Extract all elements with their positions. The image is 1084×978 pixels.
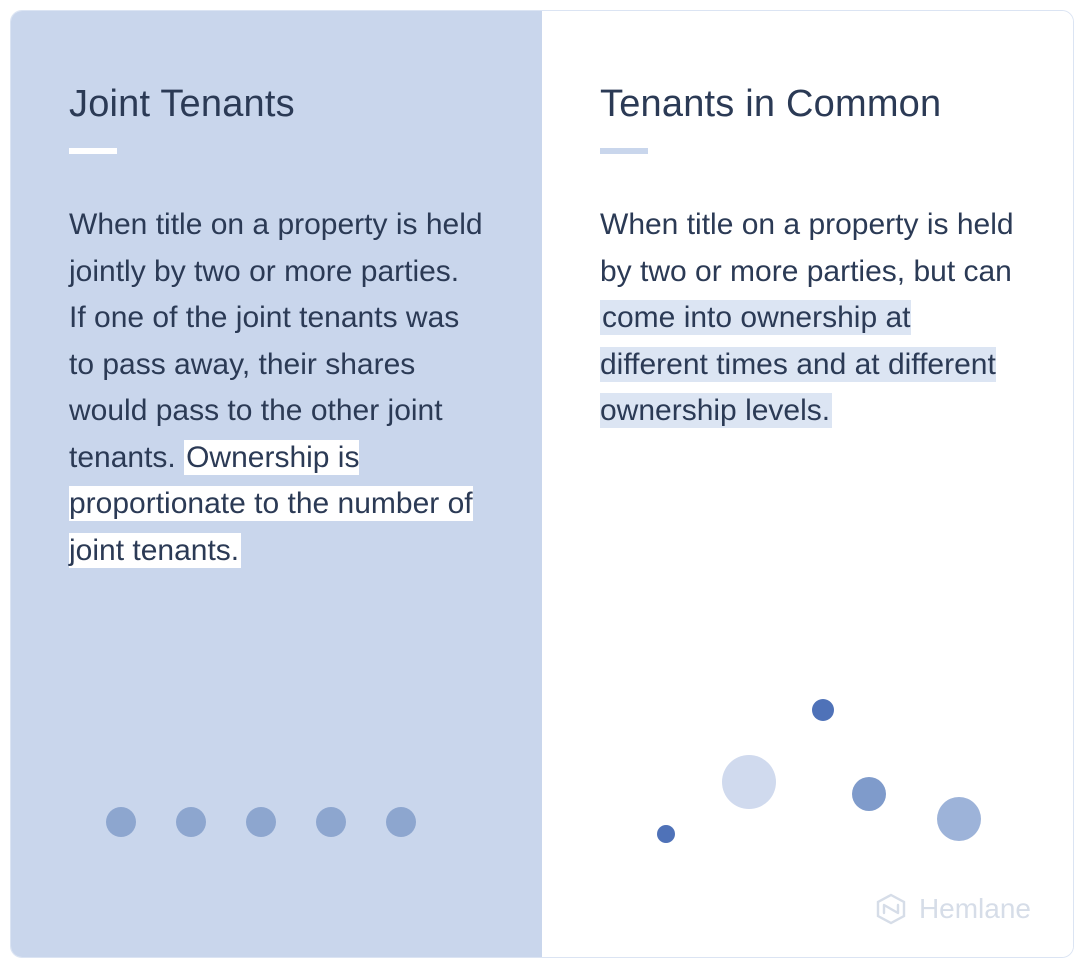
brand-logo-icon [875,893,907,925]
left-underline [69,148,117,154]
equal-dots-row [106,807,416,837]
scatter-dot [812,699,834,721]
brand-name: Hemlane [919,893,1031,925]
equal-dot [176,807,206,837]
brand: Hemlane [875,893,1031,925]
scatter-dot [937,797,981,841]
scatter-dots [542,657,1073,877]
equal-dot [386,807,416,837]
scatter-dot [657,825,675,843]
right-body-highlight: come into ownership at different times a… [600,300,996,428]
panel-joint-tenants: Joint Tenants When title on a property i… [11,11,542,957]
scatter-dot [722,755,776,809]
right-title: Tenants in Common [600,83,1015,126]
right-body: When title on a property is held by two … [600,202,1015,435]
comparison-card: Joint Tenants When title on a property i… [10,10,1074,958]
right-body-plain: When title on a property is held by two … [600,208,1014,288]
left-title: Joint Tenants [69,83,484,126]
equal-dot [316,807,346,837]
panel-tenants-in-common: Tenants in Common When title on a proper… [542,11,1073,957]
right-underline [600,148,648,154]
equal-dot [106,807,136,837]
scatter-dot [852,777,886,811]
equal-dot [246,807,276,837]
left-body-plain: When title on a property is held jointly… [69,208,483,474]
left-body: When title on a property is held jointly… [69,202,484,574]
